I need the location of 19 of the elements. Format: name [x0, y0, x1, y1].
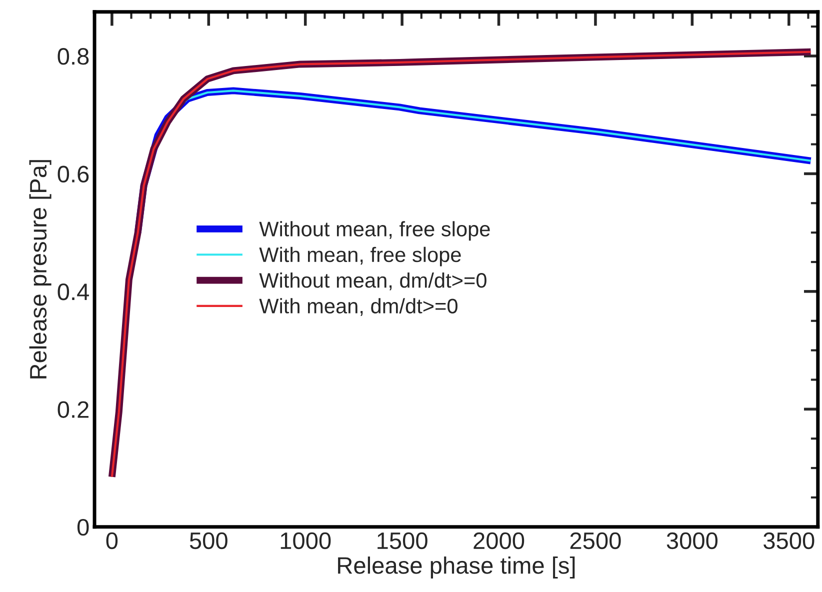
y-tick-label: 0.4 [58, 284, 89, 300]
x-axis-title: Release phase time [s] [338, 556, 575, 579]
x-tick-label: 2000 [474, 532, 524, 550]
y-axis-title: Release presure [Pa] [29, 160, 52, 378]
x-tick-label: 500 [190, 532, 228, 550]
legend-label: With mean, dm/dt>=0 [259, 298, 458, 316]
y-tick-label: 0.6 [58, 166, 89, 182]
y-tick-label: 0 [77, 518, 89, 536]
x-tick-label: 3000 [666, 532, 718, 550]
y-tick-label: 0.2 [58, 401, 88, 418]
x-tick-label: 2500 [570, 532, 621, 550]
y-tick-label: 0.8 [58, 48, 89, 65]
x-tick-label: 0 [106, 532, 118, 550]
x-tick-label: 1500 [378, 532, 428, 550]
legend-label: Without mean, dm/dt>=0 [259, 272, 486, 290]
x-tick-label: 3500 [764, 532, 814, 550]
legend-label: With mean, free slope [259, 246, 461, 266]
x-tick-label: 1000 [280, 532, 331, 550]
legend-label: Without mean, free slope [259, 221, 490, 241]
